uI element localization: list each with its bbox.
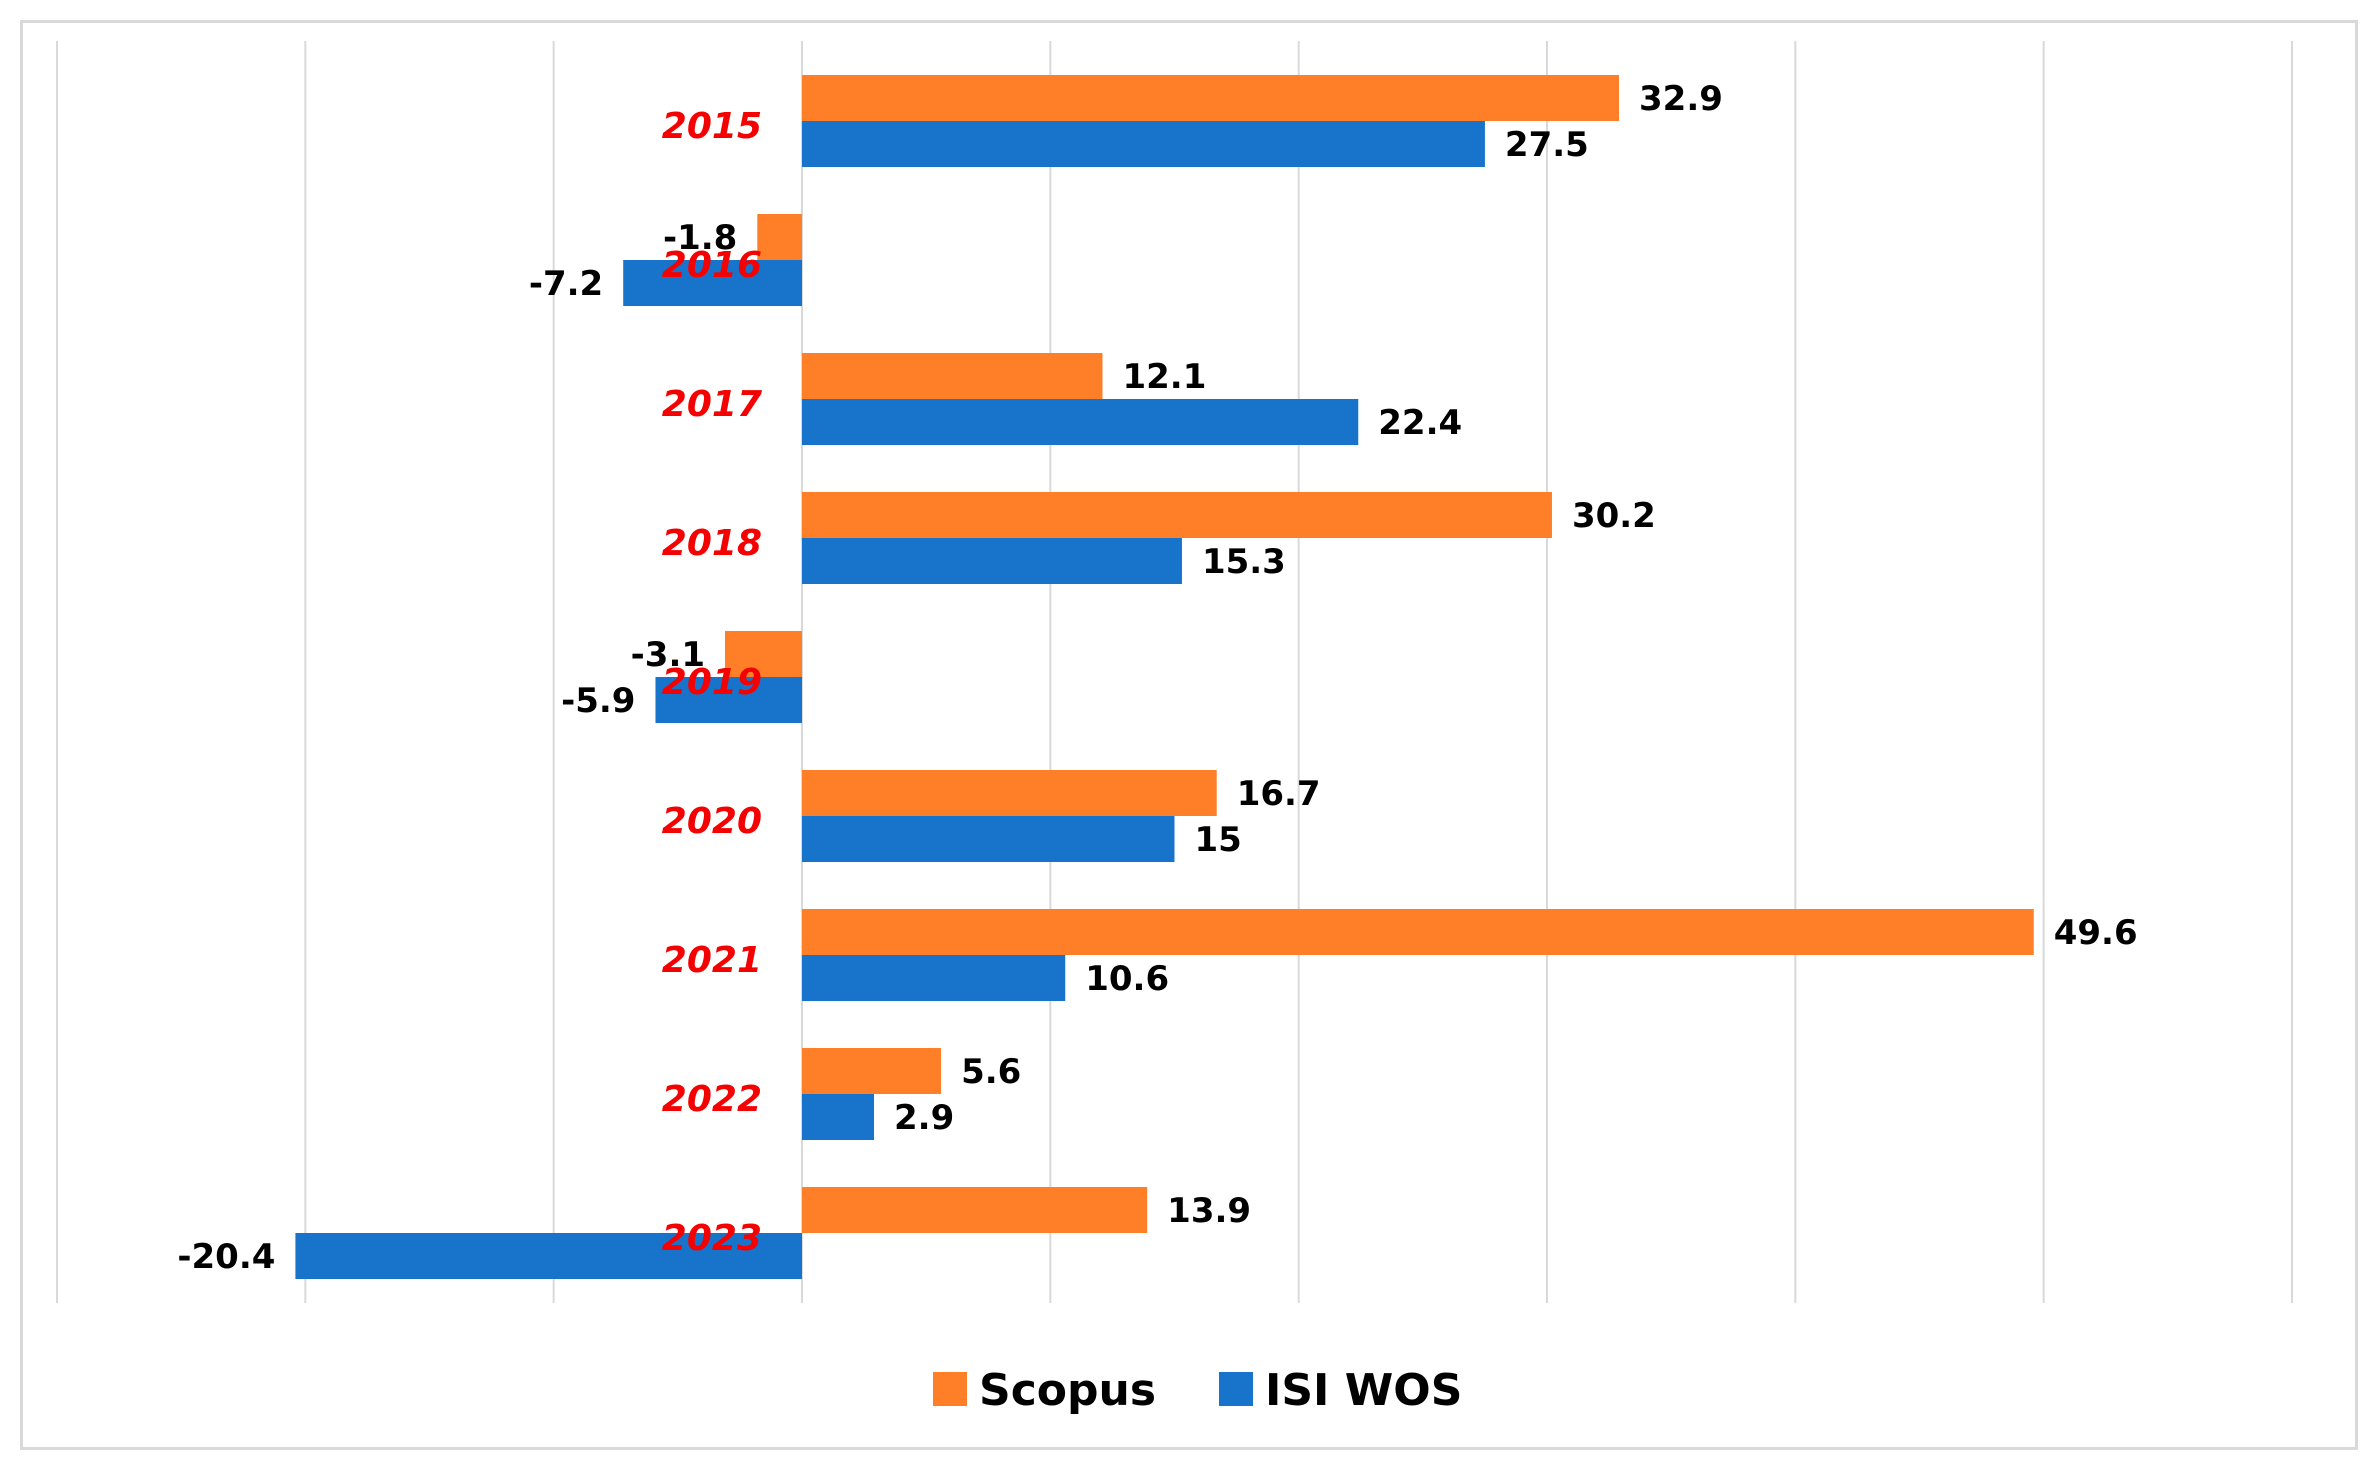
data-label: 22.4: [1378, 403, 1462, 443]
data-label: -5.9: [561, 681, 635, 721]
bar-scopus: [802, 770, 1217, 816]
legend-label-scopus: Scopus: [979, 1365, 1156, 1416]
bar-isi-wos: [802, 1094, 875, 1140]
bar-isi-wos: [802, 955, 1066, 1001]
bar-isi-wos: [802, 399, 1359, 445]
bar-scopus: [802, 1048, 942, 1094]
bar-scopus: [802, 492, 1552, 538]
legend-label-isi-wos: ISI WOS: [1265, 1365, 1462, 1416]
chart-frame: 2015 2016 2017 2018 2019 2020 2021 2022 2023 32.…: [20, 20, 2358, 1450]
bar-isi-wos: [655, 677, 802, 723]
data-label: 5.6: [961, 1052, 1021, 1092]
bar-isi-wos: [295, 1233, 802, 1279]
data-label: 30.2: [1572, 496, 1656, 536]
category-label: 2023: [662, 1218, 762, 1259]
bar-chart: 2015 2016 2017 2018 2019 2020 2021 2022 2023 32.…: [56, 41, 2293, 1416]
bar-isi-wos: [623, 260, 802, 306]
legend-swatch-isi-wos: [1219, 1372, 1253, 1406]
data-label: -20.4: [177, 1237, 275, 1277]
bars: [295, 75, 2034, 1279]
bar-scopus: [802, 909, 2034, 955]
bar-scopus: [802, 353, 1103, 399]
category-label: 2021: [662, 940, 762, 981]
data-label: 12.1: [1122, 357, 1206, 397]
data-label: 15.3: [1202, 542, 1286, 582]
bar-scopus: [757, 214, 802, 260]
category-label: 2016: [662, 245, 762, 286]
category-label: 2019: [662, 662, 762, 703]
data-label: 15: [1195, 820, 1242, 860]
bar-isi-wos: [802, 816, 1175, 862]
data-label: 10.6: [1085, 959, 1169, 999]
legend: Scopus ISI WOS: [933, 1365, 1462, 1416]
data-label: 16.7: [1237, 774, 1321, 814]
data-label: -7.2: [529, 264, 603, 304]
data-label: 49.6: [2054, 913, 2138, 953]
data-label: -1.8: [663, 218, 737, 258]
category-label: 2022: [662, 1079, 762, 1120]
category-label: 2020: [662, 801, 762, 842]
data-label: 32.9: [1639, 79, 1723, 119]
data-label: 27.5: [1505, 125, 1589, 165]
gridlines: [56, 41, 2293, 1303]
bar-scopus: [725, 631, 802, 677]
data-label: 2.9: [894, 1098, 954, 1138]
legend-swatch-scopus: [933, 1372, 967, 1406]
category-label: 2018: [662, 523, 762, 564]
category-label: 2017: [662, 384, 762, 425]
value-labels: 32.9 27.5 -1.8 -7.2 12.1 22.4 30.2 15.3 -3.1 -5.9…: [177, 79, 2137, 1277]
data-label: 13.9: [1167, 1191, 1251, 1231]
bar-scopus: [802, 1187, 1148, 1233]
bar-scopus: [802, 75, 1620, 121]
bar-isi-wos: [802, 538, 1182, 584]
category-label: 2015: [662, 106, 762, 147]
category-labels: 2015 2016 2017 2018 2019 2020 2021 2022 2023: [662, 106, 762, 1259]
data-label: -3.1: [631, 635, 705, 675]
bar-isi-wos: [802, 121, 1485, 167]
